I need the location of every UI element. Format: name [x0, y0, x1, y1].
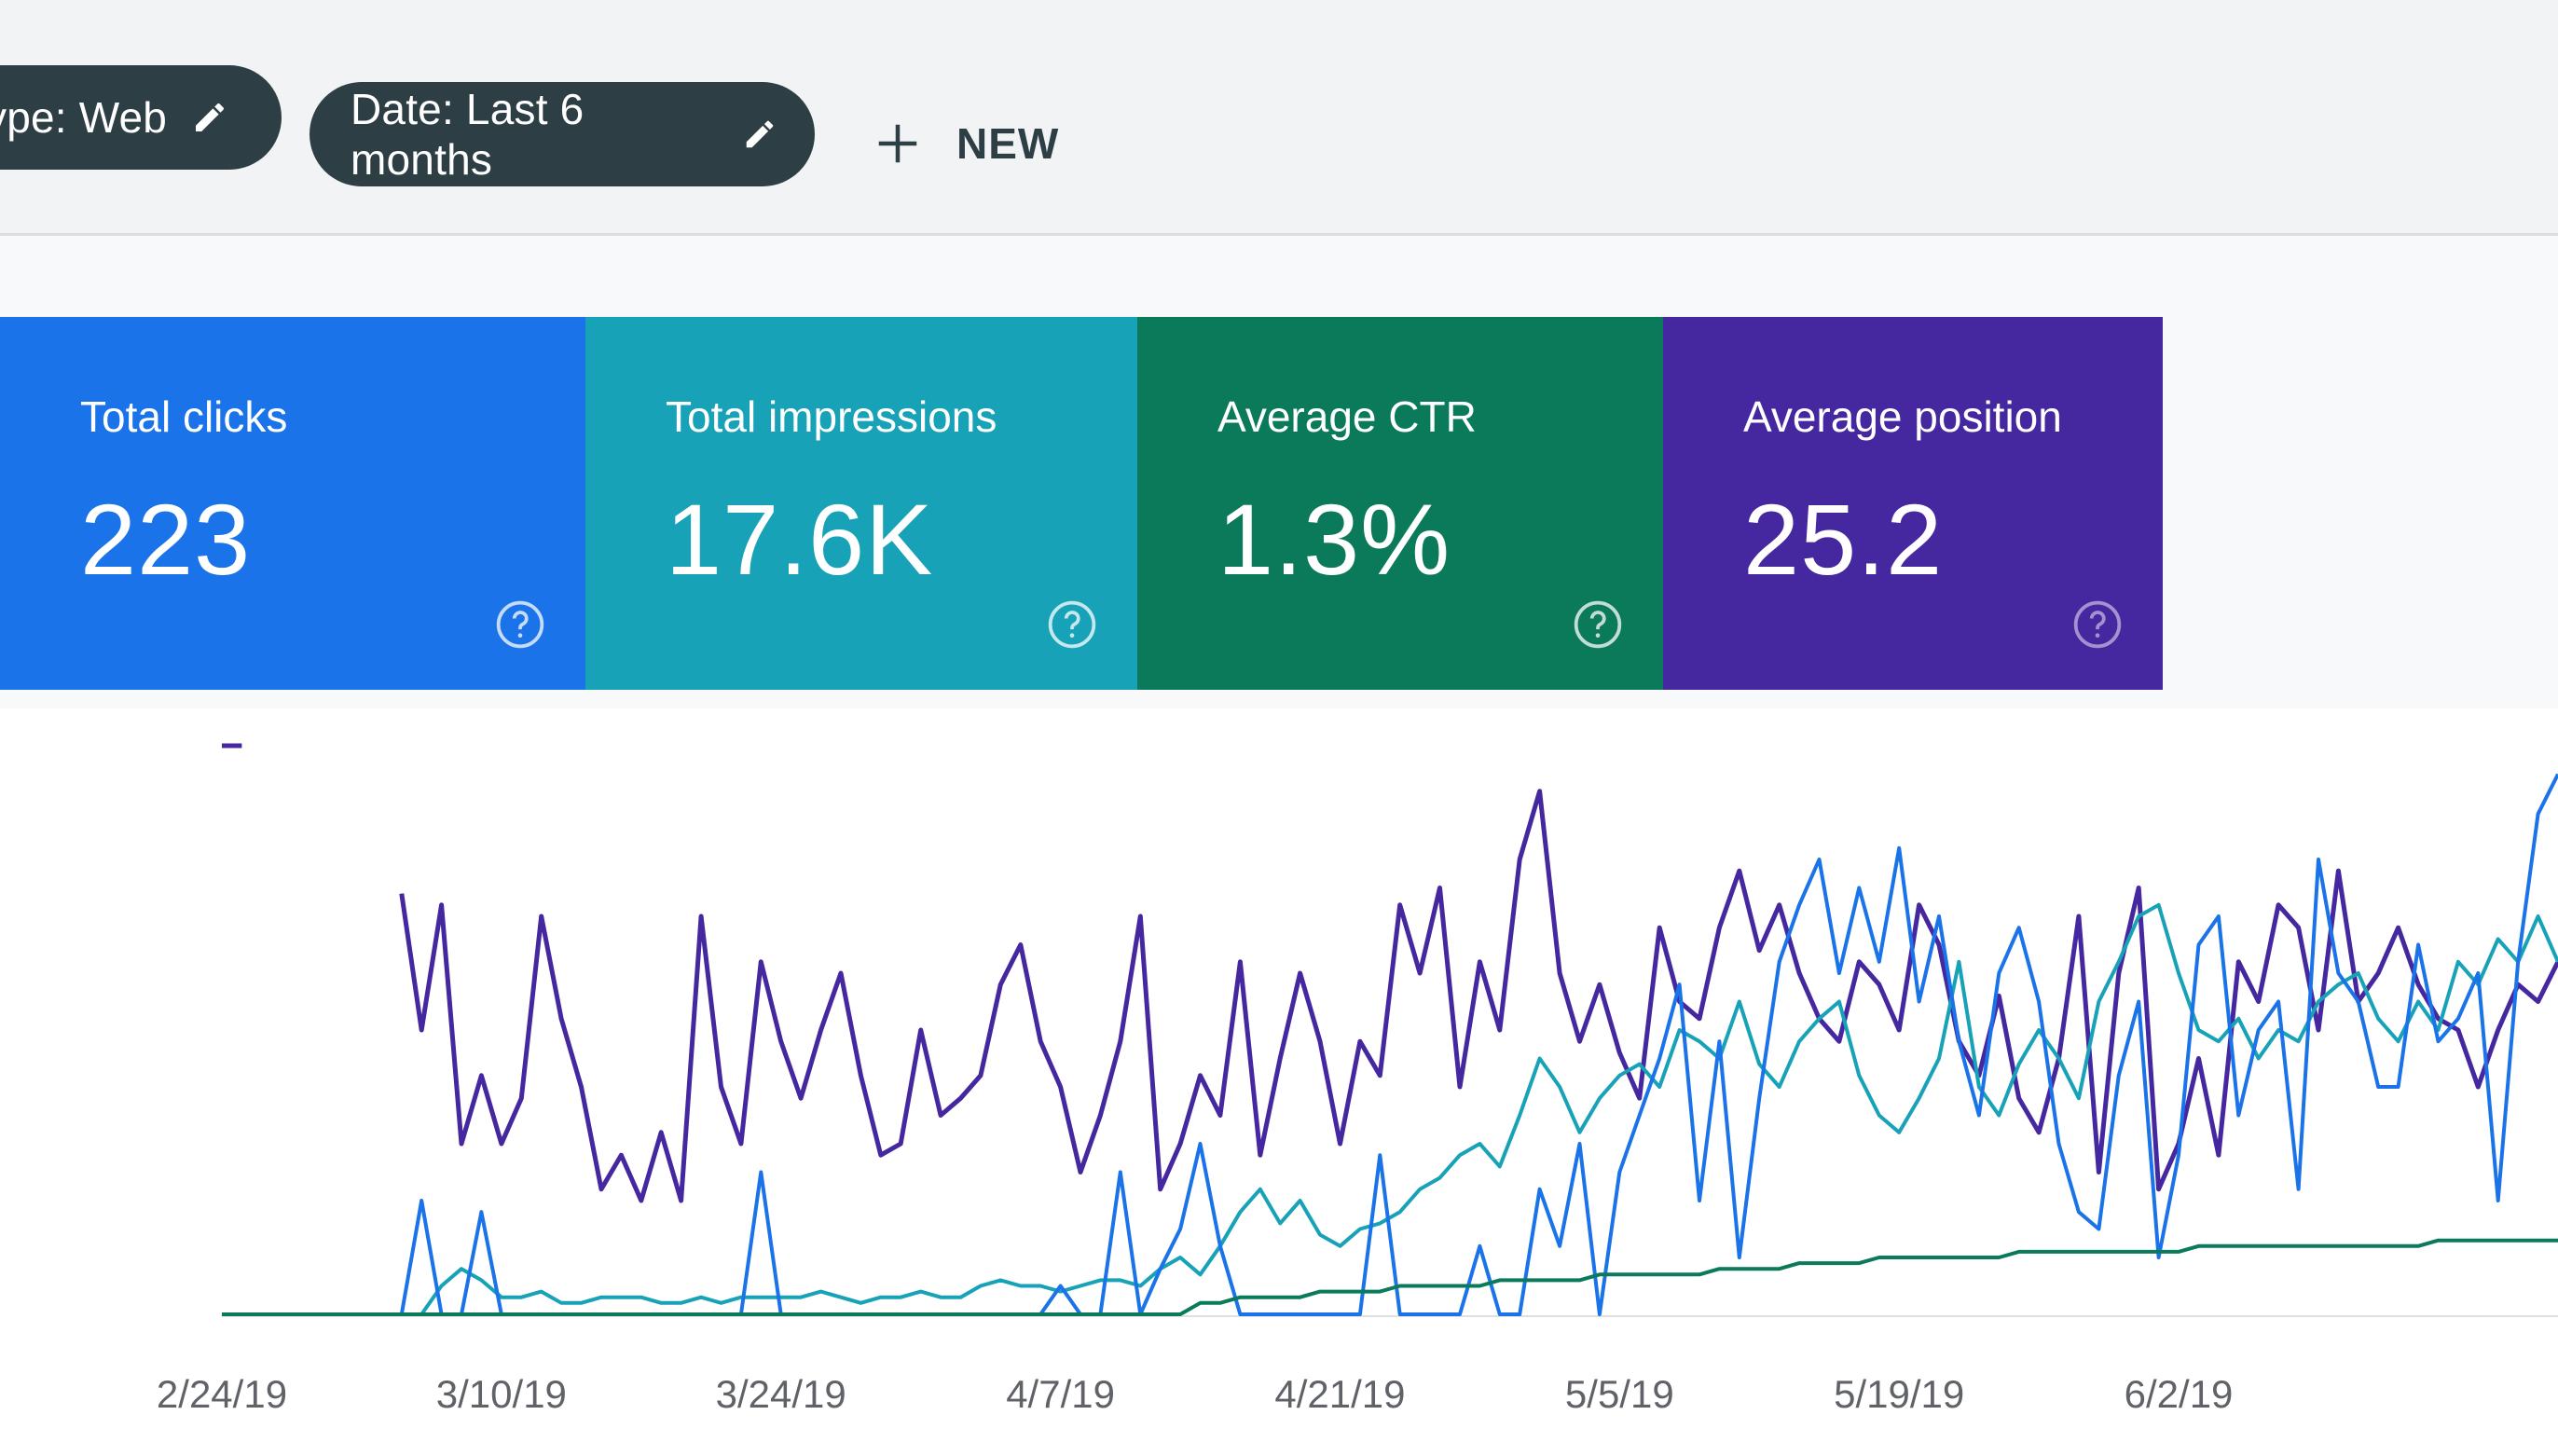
metric-value: 17.6K: [666, 483, 934, 596]
metric-value: 223: [80, 483, 252, 596]
new-filter-button[interactable]: NEW: [873, 110, 1059, 177]
x-tick-label: 3/24/19: [716, 1372, 846, 1416]
series-line-impressions[interactable]: [222, 902, 2558, 1316]
metric-label: Total impressions: [666, 392, 997, 441]
performance-chart[interactable]: 2/24/19 3/10/19 3/24/19 4/7/19 4/21/19 5/5/19…: [0, 708, 2558, 1456]
x-tick-label: 4/7/19: [1006, 1372, 1115, 1416]
metric-cards: Total clicks 223 Total impressions 17.6K…: [0, 317, 2163, 690]
help-circle-icon[interactable]: [2071, 598, 2124, 651]
metric-value: 1.3%: [1217, 483, 1451, 596]
x-tick-label: 5/5/19: [1565, 1372, 1674, 1416]
metric-value: 25.2: [1743, 483, 1944, 596]
metric-label: Average position: [1743, 392, 2062, 441]
metric-label: Total clicks: [80, 392, 288, 441]
total-clicks-card[interactable]: Total clicks 223: [0, 317, 585, 690]
date-range-chip-label: Date: Last 6 months: [351, 85, 584, 184]
x-tick-label: 4/21/19: [1274, 1372, 1405, 1416]
pencil-icon[interactable]: [742, 116, 777, 153]
date-range-chip[interactable]: Date: Last 6 months: [309, 82, 815, 186]
x-tick-label: 5/19/19: [1834, 1372, 1964, 1416]
performance-chart-svg[interactable]: 2/24/19 3/10/19 3/24/19 4/7/19 4/21/19 5/5/19…: [0, 708, 2558, 1456]
pencil-icon[interactable]: [191, 99, 228, 136]
x-tick-label: 3/10/19: [436, 1372, 567, 1416]
help-circle-icon[interactable]: [1046, 598, 1098, 651]
help-circle-icon[interactable]: [494, 598, 546, 651]
average-ctr-card[interactable]: Average CTR 1.3%: [1137, 317, 1663, 690]
new-filter-label: NEW: [956, 119, 1060, 168]
filter-bar: ype: Web Date: Last 6 months NEW: [0, 0, 2558, 236]
series-line-position[interactable]: [222, 743, 2558, 1203]
help-circle-icon[interactable]: [1572, 598, 1624, 651]
search-type-chip[interactable]: ype: Web: [0, 65, 282, 170]
average-position-card[interactable]: Average position 25.2: [1663, 317, 2163, 690]
plus-icon: [878, 124, 917, 163]
search-type-chip-label: ype: Web: [0, 93, 168, 142]
series-line-clicks[interactable]: [222, 773, 2558, 1316]
total-impressions-card[interactable]: Total impressions 17.6K: [585, 317, 1137, 690]
metric-label: Average CTR: [1217, 392, 1477, 441]
x-tick-label: 6/2/19: [2125, 1372, 2234, 1416]
series-line-ctr[interactable]: [222, 1238, 2558, 1316]
x-tick-label: 2/24/19: [157, 1372, 287, 1416]
